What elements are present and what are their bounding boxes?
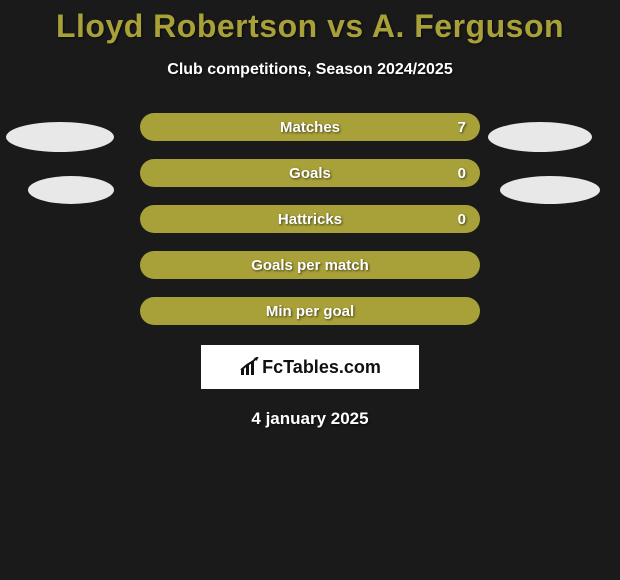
bar-label: Goals: [289, 165, 331, 182]
date-label: 4 january 2025: [0, 409, 620, 429]
bar-label: Min per goal: [266, 303, 354, 320]
bar-value: 7: [458, 119, 466, 136]
bar-label: Hattricks: [278, 211, 342, 228]
stat-bar: Hattricks 0: [140, 205, 480, 233]
stat-bar: Matches 7: [140, 113, 480, 141]
bar-value: 0: [458, 165, 466, 182]
chart-icon: [239, 357, 261, 377]
decorative-ellipse: [500, 176, 600, 204]
subtitle: Club competitions, Season 2024/2025: [0, 61, 620, 79]
logo-box: FcTables.com: [201, 345, 419, 389]
stat-bar: Goals per match: [140, 251, 480, 279]
page-title: Lloyd Robertson vs A. Ferguson: [0, 0, 620, 45]
stat-bar: Goals 0: [140, 159, 480, 187]
logo-text: FcTables.com: [262, 357, 381, 378]
bar-label: Goals per match: [251, 257, 369, 274]
decorative-ellipse: [28, 176, 114, 204]
bar-label: Matches: [280, 119, 340, 136]
stat-bar: Min per goal: [140, 297, 480, 325]
decorative-ellipse: [488, 122, 592, 152]
decorative-ellipse: [6, 122, 114, 152]
bar-value: 0: [458, 211, 466, 228]
